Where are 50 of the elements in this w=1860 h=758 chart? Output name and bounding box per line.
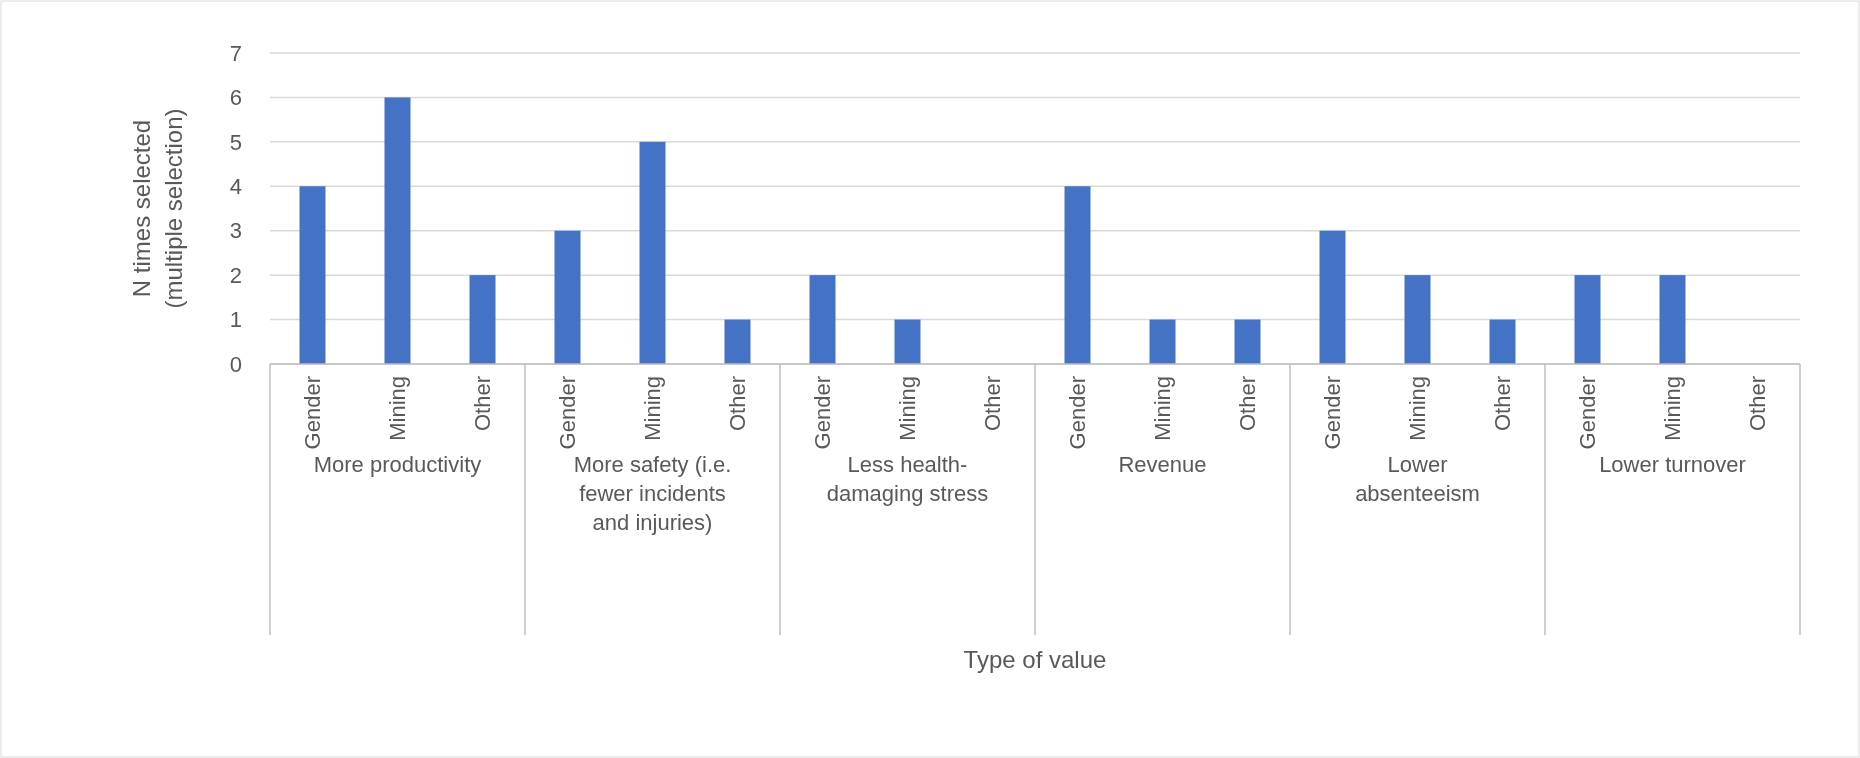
- bar: [1574, 275, 1601, 364]
- bar: [1319, 230, 1346, 364]
- bar: [1149, 319, 1176, 364]
- bar: [809, 275, 836, 364]
- x-tick-label: Lower turnover: [1599, 452, 1746, 477]
- bar: [1234, 319, 1261, 364]
- text: Gender: [810, 376, 836, 450]
- text: Gender: [1065, 376, 1091, 450]
- text: Other: [1745, 376, 1771, 432]
- y-tick-label: 6: [229, 85, 242, 111]
- y-tick-label: 1: [229, 307, 242, 333]
- text: Mining: [1405, 376, 1431, 441]
- y-tick-label: 5: [229, 129, 242, 155]
- bar: [384, 97, 411, 364]
- x-tick-label: Lower absenteeism: [1355, 452, 1480, 506]
- bar: [469, 275, 496, 364]
- text: Gender: [1320, 376, 1346, 450]
- text: Mining: [1660, 376, 1686, 441]
- x-tick-label: Revenue: [1118, 452, 1207, 477]
- bar: [894, 319, 921, 364]
- y-tick-label: 3: [229, 218, 242, 244]
- text: Other: [1490, 376, 1516, 432]
- text: Other: [725, 376, 751, 432]
- bar: [1659, 275, 1686, 364]
- text: Gender: [1575, 376, 1601, 450]
- text: Mining: [640, 376, 666, 441]
- y-axis-title: N times selected (multiple selection): [128, 108, 187, 309]
- text: Gender: [555, 376, 581, 450]
- x-axis-title: Type of value: [963, 646, 1107, 673]
- text: Gender: [300, 376, 326, 450]
- x-tick-label: More safety (i.e. fewer incidents and injuries): [573, 452, 732, 535]
- text: Other: [980, 376, 1006, 432]
- bar: [724, 319, 751, 364]
- bar: [639, 141, 666, 364]
- y-tick-label: 0: [229, 351, 242, 377]
- bar: [554, 230, 581, 364]
- bar: [1064, 186, 1091, 364]
- bar: [1404, 275, 1431, 364]
- text: Mining: [385, 376, 411, 441]
- x-tick-label: Less health-damaging stress: [826, 452, 989, 506]
- text: Mining: [895, 376, 921, 441]
- y-tick-label: 2: [229, 262, 242, 288]
- y-tick-label: 7: [229, 40, 242, 66]
- x-tick-label: More productivity: [313, 452, 482, 477]
- text: Other: [470, 376, 496, 432]
- text: Mining: [1150, 376, 1176, 441]
- bar: [1489, 319, 1516, 364]
- text: Other: [1235, 376, 1261, 432]
- bar: [299, 186, 326, 364]
- y-tick-label: 4: [229, 173, 242, 199]
